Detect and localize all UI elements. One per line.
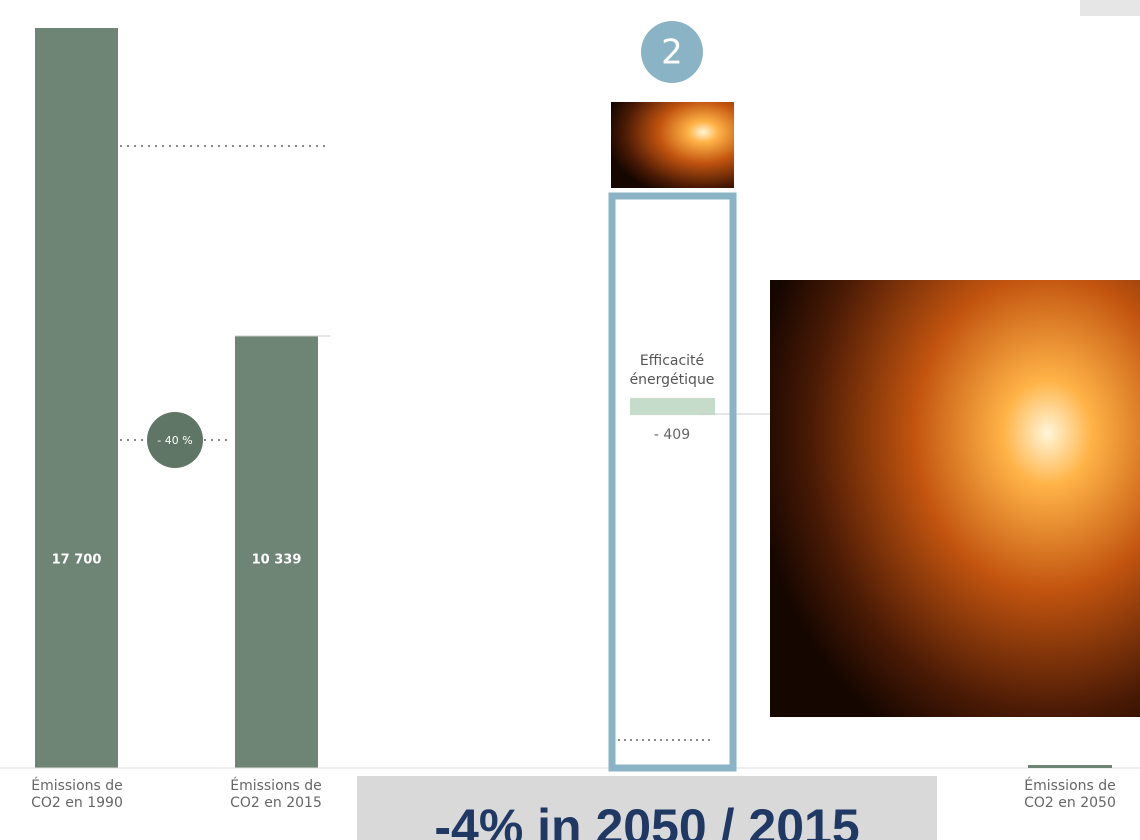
bar-stub <box>1028 765 1112 768</box>
step-bar <box>630 398 715 416</box>
badge <box>147 412 203 468</box>
corner-panel <box>1080 0 1140 16</box>
bar <box>235 335 318 768</box>
value-label: 17 700 <box>52 553 102 568</box>
step-highlight <box>608 192 737 772</box>
footer-text: -4% in 2050 / 2015 <box>434 799 860 840</box>
step-bubble <box>641 21 703 83</box>
bar <box>35 28 118 768</box>
thumbnail-image <box>611 102 734 188</box>
step-label: Efficacité énergétique <box>629 353 715 388</box>
category-label: Émissions de CO2 en 2015 <box>230 778 322 811</box>
step-number: 2 <box>661 33 683 73</box>
value-label: - 409 <box>653 427 691 443</box>
category-label: Émissions de CO2 en 1990 <box>31 778 123 811</box>
value-label: 10 339 <box>252 553 302 568</box>
footer-banner: -4% in 2050 / 2015 <box>357 776 937 840</box>
furnace-image <box>770 280 1140 717</box>
badge-label: - 40 % <box>157 434 192 447</box>
category-label: Émissions de CO2 en 2050 <box>1024 778 1116 811</box>
